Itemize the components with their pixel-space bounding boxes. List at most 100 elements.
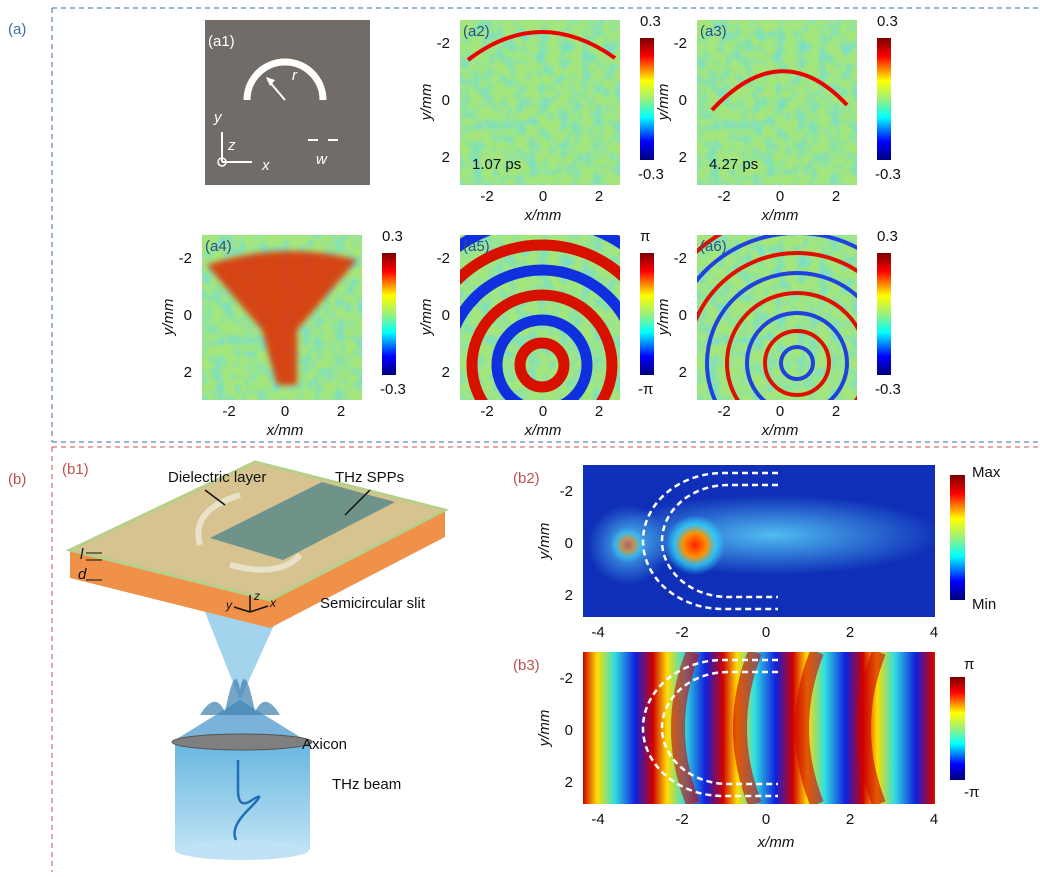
field-ring: [745, 311, 849, 400]
colorbar-label: -π: [638, 381, 653, 398]
heatmap: [460, 235, 620, 400]
label: z: [227, 137, 236, 154]
x-tick-label: 0: [776, 403, 784, 420]
x-tick-label: 0: [539, 403, 547, 420]
callout: THz SPPs: [335, 469, 404, 486]
x-axis-label: x/mm: [761, 422, 799, 439]
y-tick-label: -2: [560, 483, 573, 500]
x-tick-label: 2: [846, 811, 854, 828]
x-tick-label: -2: [480, 403, 493, 420]
y-tick-label: 2: [565, 774, 573, 791]
colorbar-label: -0.3: [875, 381, 901, 398]
y-tick-label: 2: [679, 149, 687, 166]
heatmap: [202, 235, 362, 400]
callout: d: [78, 566, 87, 583]
callout: Axicon: [302, 736, 347, 753]
slab-side: [70, 510, 445, 628]
panel-label: (a1): [208, 33, 235, 50]
heatmap-bg: [583, 652, 935, 804]
x-tick-label: 2: [846, 624, 854, 641]
y-tick-label: -2: [674, 250, 687, 267]
interference: [200, 679, 280, 715]
heatmap: [460, 20, 620, 185]
heatmap: [583, 652, 935, 804]
field-ring: [725, 291, 857, 400]
label: r: [292, 67, 298, 84]
phase-front: [795, 652, 824, 804]
beam-end: [175, 840, 309, 860]
y-tick-label: -2: [179, 250, 192, 267]
colorbar-label: 0.3: [640, 13, 661, 30]
time-label: 1.07 ps: [472, 156, 521, 173]
label: w: [316, 151, 328, 168]
y-axis-label: y/mm: [418, 299, 435, 337]
phase-ring: [491, 314, 593, 400]
heatmap: [697, 235, 857, 400]
x-axis-label: x/mm: [266, 422, 304, 439]
beam-cone: [205, 612, 280, 700]
heatmap: [697, 20, 857, 185]
x-tick-label: 0: [762, 624, 770, 641]
axicon: [171, 733, 313, 751]
slit-outline: [641, 471, 778, 611]
label: y: [213, 109, 223, 126]
colorbar-label: 0.3: [877, 13, 898, 30]
x-tick-label: 0: [762, 811, 770, 828]
slit-outline: [641, 658, 778, 798]
y-tick-label: 0: [442, 307, 450, 324]
phase-front: [733, 652, 762, 804]
colorbar-label: Max: [972, 464, 1001, 481]
wavefront: [710, 69, 849, 112]
colorbar: [877, 253, 891, 375]
y-axis-label: y/mm: [536, 523, 553, 561]
panel-label: (a3): [700, 23, 727, 40]
panel-label: (b3): [513, 657, 540, 674]
x-axis-label: x/mm: [524, 422, 562, 439]
phase-ring: [460, 264, 620, 330]
panel-label: (a2): [463, 23, 490, 40]
panel-label: (b2): [513, 470, 540, 487]
field-ring: [779, 345, 815, 381]
callout: Dielectric layer: [168, 469, 266, 486]
colorbar-label: 0.3: [382, 228, 403, 245]
axis-name: z: [253, 589, 260, 603]
pointer: [204, 489, 371, 516]
section-label: (a): [8, 21, 26, 38]
y-tick-label: 0: [184, 307, 192, 324]
y-tick-label: 0: [679, 307, 687, 324]
x-tick-label: 0: [776, 188, 784, 205]
phase-ring: [514, 337, 570, 393]
x-tick-label: 2: [595, 188, 603, 205]
spp-strip: [210, 482, 395, 560]
focus-spot: [610, 527, 646, 563]
semicircle-slit: [195, 492, 303, 573]
colorbar-label: π: [964, 656, 974, 673]
phase-front: [857, 652, 886, 804]
y-tick-label: 2: [442, 364, 450, 381]
colorbar: [382, 253, 396, 375]
beam-cylinder: [175, 745, 310, 850]
x-axis-label: x/mm: [761, 207, 799, 224]
callout: l: [80, 546, 84, 563]
y-axis-label: y/mm: [418, 84, 435, 122]
slit-arc: [243, 58, 327, 101]
slit-outline: [660, 483, 778, 599]
y-tick-label: -2: [437, 35, 450, 52]
colorbar: [640, 253, 654, 375]
panel-label: (a4): [205, 238, 232, 255]
x-tick-label: 2: [832, 188, 840, 205]
x-tick-label: -2: [675, 624, 688, 641]
field-fan: [207, 251, 357, 385]
axes-icon: [233, 595, 269, 613]
x-tick-label: 0: [281, 403, 289, 420]
panel-label: (a6): [700, 238, 727, 255]
wavefront: [466, 30, 617, 62]
y-tick-label: -2: [560, 670, 573, 687]
colorbar-label: 0.3: [877, 228, 898, 245]
x-axis-label: x/mm: [757, 834, 795, 851]
x-tick-label: -2: [717, 188, 730, 205]
schematic: [205, 20, 370, 185]
time-label: 4.27 ps: [709, 156, 758, 173]
x-tick-label: -2: [222, 403, 235, 420]
